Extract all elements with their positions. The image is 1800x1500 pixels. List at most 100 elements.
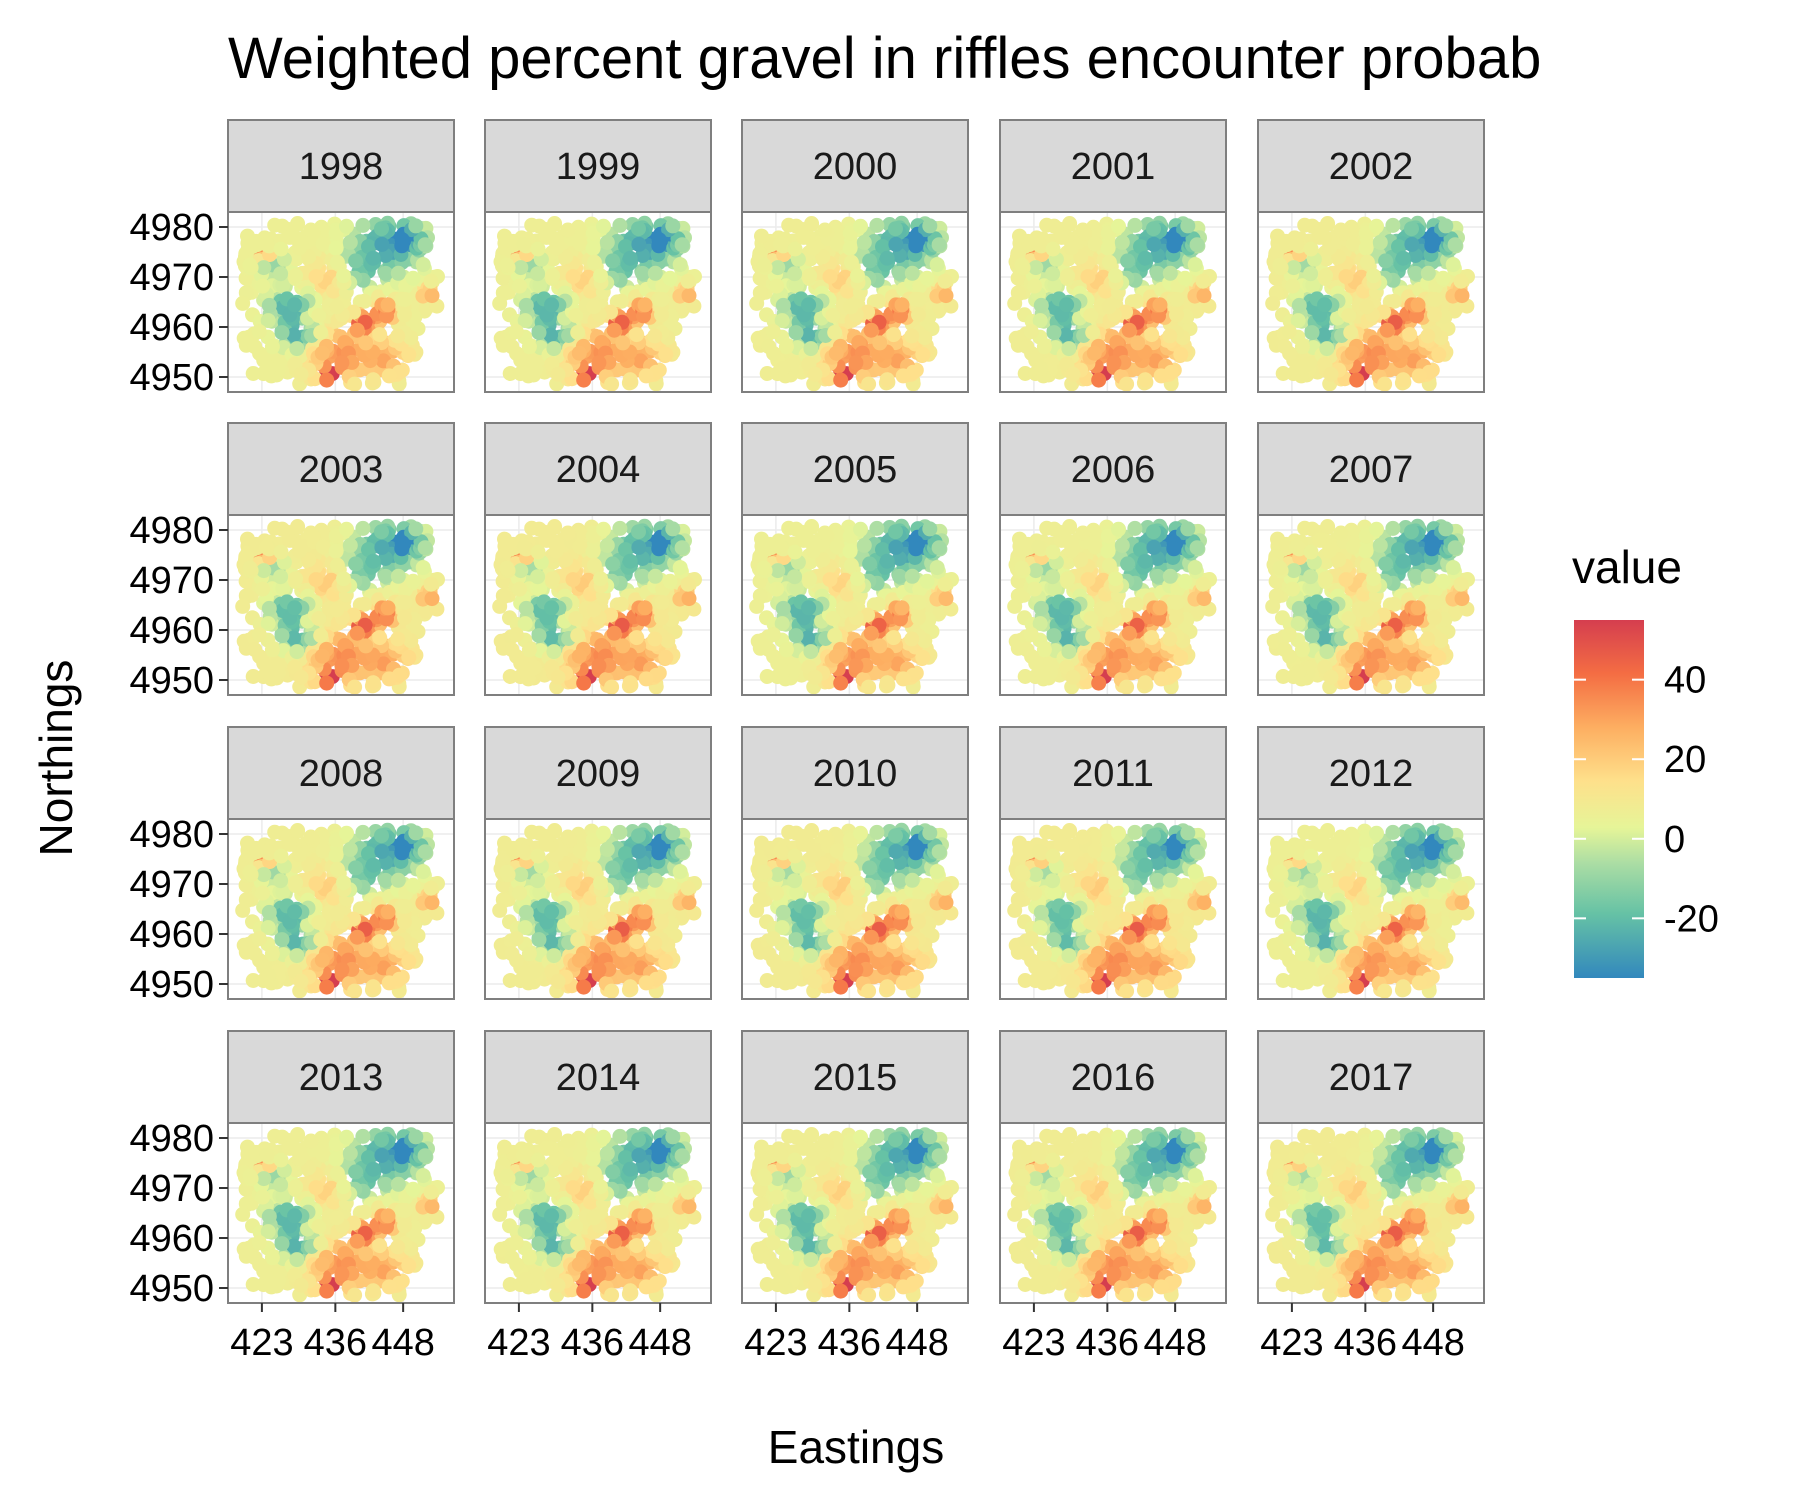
heat-cell (571, 345, 587, 361)
heat-cell (749, 598, 765, 614)
heat-cell (894, 297, 910, 313)
heat-cell (240, 228, 255, 244)
heat-cell (251, 324, 267, 340)
heat-cell (919, 573, 935, 589)
heat-cell (267, 217, 283, 233)
heat-cell (293, 669, 309, 685)
heat-cell (1114, 234, 1130, 250)
heat-cell (251, 627, 267, 643)
heat-cell (638, 368, 654, 384)
heat-cell (261, 297, 277, 313)
heat-cell (539, 532, 554, 548)
heat-cell (1395, 250, 1411, 266)
heat-cell (856, 537, 872, 553)
heat-cell (267, 520, 283, 536)
heat-cell (1388, 335, 1404, 351)
heat-cell (1166, 238, 1182, 254)
heat-cell (631, 539, 647, 555)
heat-cell (861, 679, 877, 695)
heat-cell (1114, 537, 1130, 553)
heat-cell (1039, 217, 1055, 233)
heat-cell (1080, 269, 1096, 285)
heat-cell (492, 295, 508, 311)
heat-cell (260, 313, 276, 329)
heat-cell (508, 324, 524, 340)
heat-cell (349, 322, 365, 338)
heat-cell (599, 234, 615, 250)
heat-cell (570, 628, 586, 643)
heat-cell (545, 268, 561, 284)
heat-cell (1195, 576, 1211, 592)
facet-panel: 2002 (1257, 119, 1485, 393)
heat-cell (629, 630, 645, 646)
heat-cell (417, 540, 433, 556)
heat-cell (1169, 595, 1185, 610)
heat-cell (374, 221, 389, 237)
heat-cell (247, 642, 263, 658)
heat-cell (319, 372, 335, 388)
heat-cell (674, 540, 690, 556)
heat-cell (1323, 366, 1339, 382)
heat-cell (870, 596, 886, 612)
heat-cell (499, 257, 515, 273)
heat-cell (319, 675, 335, 691)
heat-cell (1338, 269, 1354, 285)
heat-cell (817, 525, 833, 541)
heat-cell (405, 573, 421, 589)
heat-cell (423, 273, 439, 289)
heat-cell (1435, 270, 1451, 286)
heat-cell (937, 576, 953, 592)
heat-cell (570, 325, 586, 340)
heat-cell (240, 531, 255, 547)
heat-cell (599, 537, 615, 553)
heat-cell (339, 521, 354, 537)
heat-cell (1265, 295, 1281, 311)
heat-cell (290, 216, 306, 231)
heat-cell (287, 600, 303, 616)
heat-cell (591, 658, 607, 674)
heat-cell (1345, 236, 1361, 252)
heat-cell (390, 265, 406, 281)
heat-cell (654, 610, 669, 626)
heat-cell (1146, 539, 1162, 555)
heat-cell (328, 240, 344, 256)
heat-cell (1285, 278, 1301, 294)
heat-cell (843, 602, 859, 618)
heat-cell (415, 257, 431, 273)
facet-strip-label: 2002 (1329, 146, 1414, 188)
heat-cell (1427, 292, 1443, 307)
heat-cell (631, 236, 647, 252)
heat-cell (1169, 307, 1184, 323)
heat-cell (423, 576, 439, 592)
heat-cell (1054, 532, 1069, 548)
heat-cell (615, 335, 631, 351)
heat-cell (817, 222, 833, 238)
heat-cell (539, 229, 554, 245)
heat-cell (408, 218, 424, 234)
heat-cell (647, 265, 663, 281)
heat-cell (544, 297, 560, 313)
heat-cell (547, 216, 563, 231)
heat-cell (1101, 557, 1117, 573)
heat-cell (1169, 292, 1185, 307)
heat-cell (518, 297, 534, 313)
heat-cell (1137, 372, 1153, 388)
heat-cell (1106, 355, 1122, 371)
heat-cell (1012, 531, 1027, 547)
heat-cell (604, 376, 620, 392)
heat-cell (756, 560, 772, 576)
heat-cell (1045, 266, 1061, 282)
heat-cell (591, 355, 607, 371)
heat-cell (1312, 229, 1327, 245)
heat-cell (1027, 278, 1043, 294)
heat-cell (315, 539, 331, 555)
heat-cell (1420, 328, 1436, 344)
heat-cell (879, 372, 895, 388)
heat-cell (1445, 257, 1461, 273)
heat-cell (372, 630, 388, 646)
heat-cell (524, 217, 540, 233)
heat-cell (631, 221, 646, 237)
heat-cell (1121, 322, 1137, 338)
heat-cell (775, 600, 791, 616)
heat-cell (349, 625, 365, 641)
